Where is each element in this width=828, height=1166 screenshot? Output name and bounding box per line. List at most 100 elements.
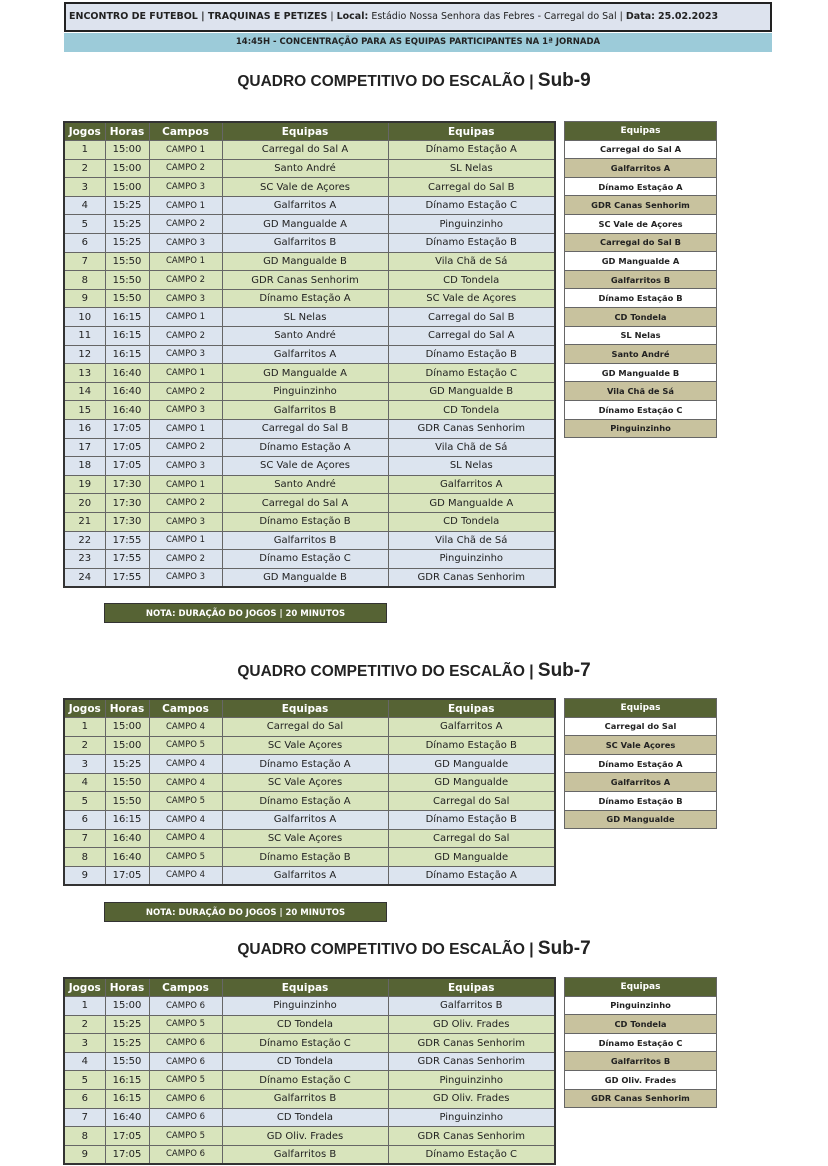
game-time: 16:15 [104,1089,150,1109]
table-row: 2 15:00 CAMPO 5 SC Vale Açores Dínamo Estaçã… [63,735,556,756]
game-number: 10 [63,307,106,328]
game-number: 15 [63,400,106,420]
game-time: 17:55 [104,530,150,551]
game-field: CAMPO 3 [148,177,223,197]
away-team: GD Mangualde B [387,381,556,402]
away-team: Vila Chã de Sá [387,530,556,551]
home-team: Santo André [221,474,389,495]
game-field: CAMPO 4 [148,772,223,793]
game-number: 5 [63,791,106,812]
game-field: CAMPO 2 [148,437,223,458]
away-team: GDR Canas Senhorim [387,1033,556,1053]
team-row: Galfarritos A [564,158,717,178]
title-prefix: QUADRO COMPETITIVO DO ESCALÃO | [237,73,534,90]
away-team: Dínamo Estação B [387,810,556,830]
team-row: Dínamo Estação A [564,753,717,774]
team-name: Carregal do Sal [564,716,717,737]
team-name: GDR Canas Senhorim [564,195,717,215]
team-row: GD Oliv. Frades [564,1069,717,1090]
game-time: 16:40 [104,363,150,383]
away-team: Dínamo Estação B [387,735,556,756]
game-field: CAMPO 2 [148,549,223,569]
home-team: CD Tondela [221,1014,389,1035]
team-name: Vila Chã de Sá [564,381,717,401]
table-row: 24 17:55 CAMPO 3 GD Mangualde B GDR Canas Se… [63,567,556,588]
game-time: 16:15 [104,307,150,328]
away-team: Dínamo Estação C [387,363,556,383]
game-number: 18 [63,456,106,476]
team-row: GDR Canas Senhorim [564,1088,717,1109]
game-field: CAMPO 1 [148,307,223,328]
table-row: 3 15:25 CAMPO 4 Dínamo Estação A GD Manguald… [63,754,556,774]
team-row: SL Nelas [564,325,717,346]
game-number: 1 [63,996,106,1016]
game-field: CAMPO 3 [148,567,223,588]
team-row: Pinguinzinho [564,418,717,439]
away-team: GDR Canas Senhorim [387,1051,556,1072]
table-row: 21 17:30 CAMPO 3 Dínamo Estação B CD Tondela [63,511,556,532]
team-row: GD Mangualde A [564,251,717,271]
game-number: 23 [63,549,106,569]
home-team: Santo André [221,158,389,179]
game-field: CAMPO 2 [148,158,223,179]
game-time: 16:40 [104,381,150,402]
away-team: GD Mangualde [387,754,556,774]
away-team: Carregal do Sal A [387,326,556,346]
home-team: Dínamo Estação A [221,437,389,458]
team-name: Pinguinzinho [564,995,717,1016]
game-time: 16:40 [104,1107,150,1128]
away-team: Carregal do Sal [387,828,556,849]
game-time: 15:50 [104,1051,150,1072]
table-row: 23 17:55 CAMPO 2 Dínamo Estação C Pinguinzin… [63,549,556,569]
table-row: 7 16:40 CAMPO 4 SC Vale Açores Carregal do S… [63,828,556,849]
home-team: Galfarritos B [221,1089,389,1109]
game-field: CAMPO 5 [148,1126,223,1146]
game-time: 15:25 [104,754,150,774]
game-field: CAMPO 1 [148,195,223,216]
table-row: 5 15:25 CAMPO 2 GD Mangualde A Pinguinzinho [63,214,556,235]
team-row: SC Vale de Açores [564,213,717,234]
team-name: Galfarritos B [564,269,717,290]
team-row: Carregal do Sal B [564,232,717,253]
away-team: Vila Chã de Sá [387,251,556,272]
games-table: Jogos Horas Campos Equipas Equipas 1 15:00 CAMP… [63,698,556,886]
game-time: 15:00 [104,717,150,737]
local-label: Local: [336,11,369,22]
home-team: CD Tondela [221,1051,389,1072]
section-title: QUADRO COMPETITIVO DO ESCALÃO | Sub-9 [0,70,828,92]
game-number: 3 [63,1033,106,1053]
column-header: Horas [104,977,150,998]
team-row: CD Tondela [564,306,717,327]
game-number: 7 [63,251,106,272]
table-header-row: Jogos Horas Campos Equipas Equipas [63,698,556,719]
home-team: SC Vale Açores [221,828,389,849]
game-time: 16:15 [104,810,150,830]
away-team: GD Oliv. Frades [387,1089,556,1109]
column-header: Jogos [63,698,106,719]
table-row: 13 16:40 CAMPO 1 GD Mangualde A Dínamo Estaç… [63,363,556,383]
table-row: 16 17:05 CAMPO 1 Carregal do Sal B GDR Canas… [63,419,556,439]
game-time: 15:25 [104,233,150,253]
game-field: CAMPO 6 [148,1089,223,1109]
game-time: 15:25 [104,195,150,216]
game-time: 17:05 [104,1144,150,1165]
table-row: 9 17:05 CAMPO 4 Galfarritos A Dínamo Estação… [63,865,556,886]
title-escalao: Sub-7 [537,660,591,681]
table-row: 1 15:00 CAMPO 1 Carregal do Sal A Dínamo Est… [63,140,556,160]
column-header: Equipas [221,977,389,998]
team-name: Carregal do Sal B [564,232,717,253]
team-name: CD Tondela [564,1014,717,1034]
away-team: GD Mangualde [387,847,556,867]
team-row: GD Mangualde B [564,362,717,383]
game-number: 8 [63,847,106,867]
game-field: CAMPO 1 [148,530,223,551]
team-name: Dínamo Estação B [564,288,717,308]
home-team: Galfarritos B [221,233,389,253]
duration-note: NOTA: DURAÇÃO DO JOGOS | 20 MINUTOS [104,603,387,623]
game-field: CAMPO 6 [148,1051,223,1072]
game-number: 6 [63,233,106,253]
column-header: Equipas [221,121,389,142]
home-team: SL Nelas [221,307,389,328]
game-number: 3 [63,754,106,774]
table-header-row: Jogos Horas Campos Equipas Equipas [63,977,556,998]
